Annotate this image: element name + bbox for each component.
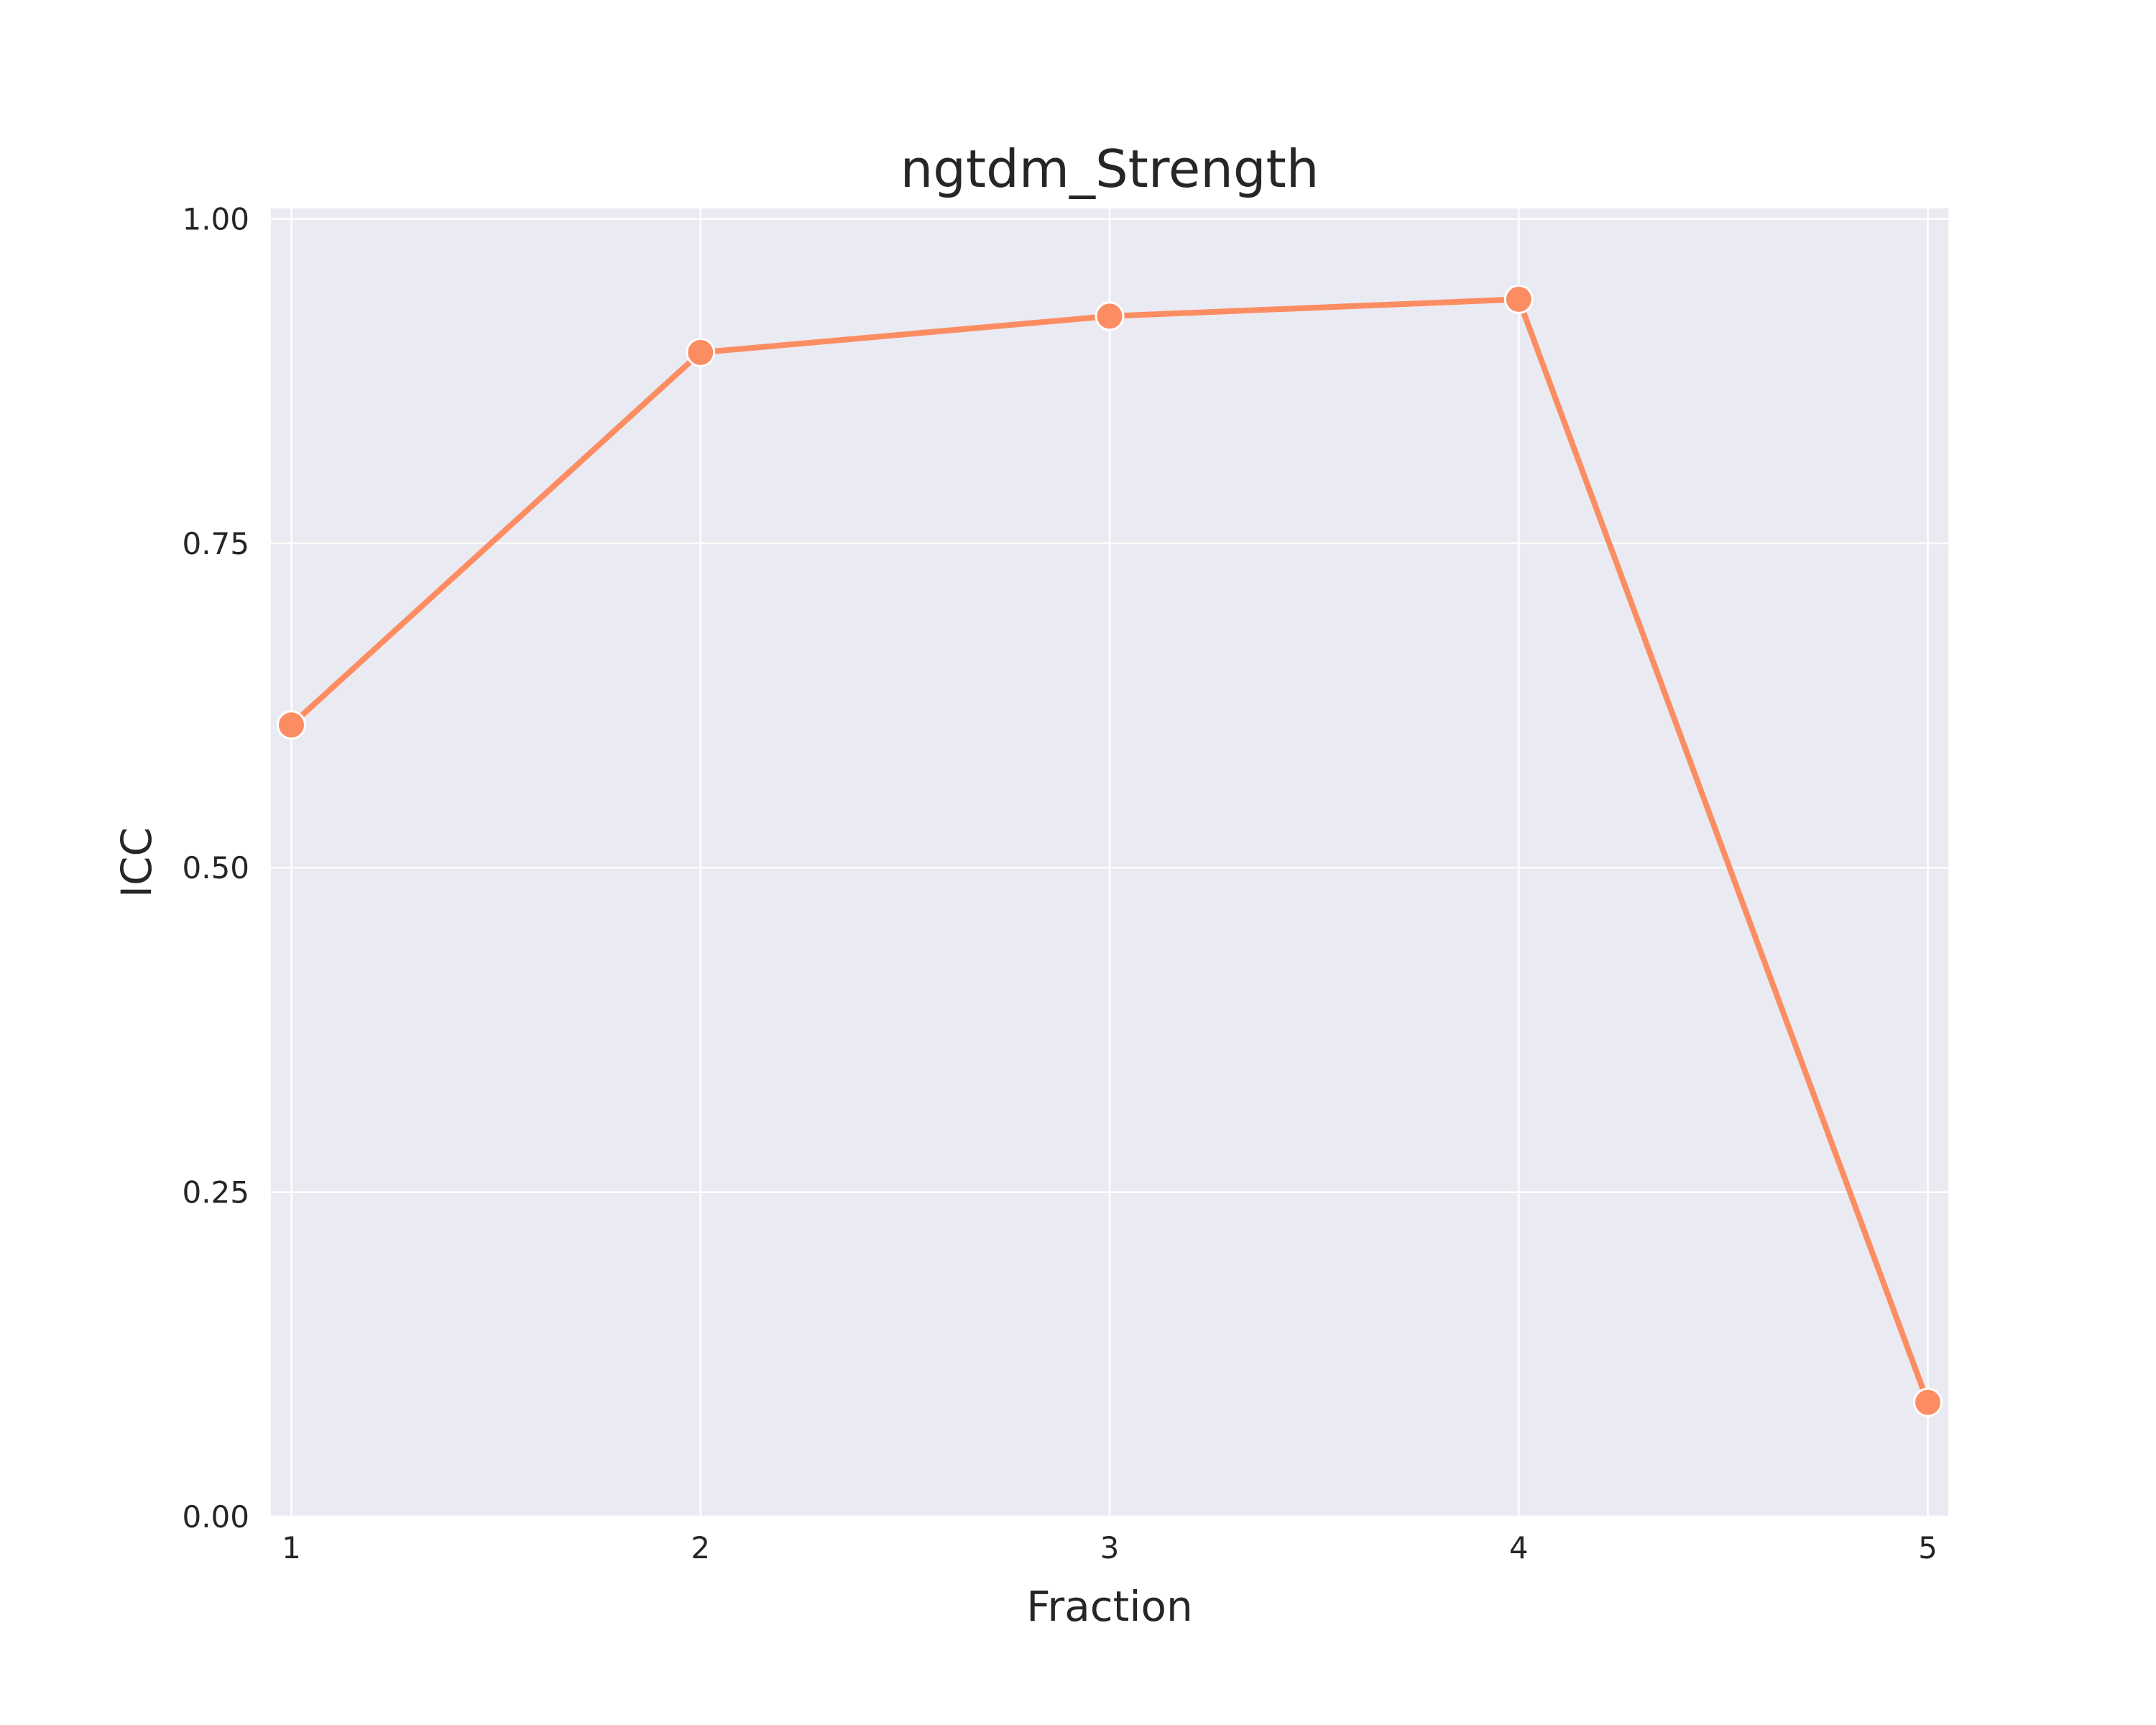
y-tick-label: 0.25 [182,1175,249,1210]
data-point-1 [276,710,306,740]
x-tick-label: 1 [282,1530,301,1565]
y-tick-label: 1.00 [182,201,249,236]
x-tick-label: 3 [1100,1530,1120,1565]
y-tick-label: 0.00 [182,1499,249,1535]
data-point-5 [1913,1387,1943,1417]
x-tick-label: 4 [1509,1530,1529,1565]
y-tick-label: 0.75 [182,526,249,561]
y-axis-label: ICC [112,827,161,898]
series-layer [276,284,1943,1417]
data-point-3 [1095,301,1125,331]
grid [271,208,1948,1518]
y-axis-ticks: 0.00 0.25 0.50 0.75 1.00 [182,201,249,1535]
data-point-2 [686,337,716,367]
chart-title: ngtdm_Strength [900,139,1319,199]
data-point-4 [1503,284,1534,314]
x-tick-label: 2 [691,1530,710,1565]
x-tick-label: 5 [1918,1530,1938,1565]
x-axis-label: Fraction [1026,1582,1193,1631]
x-axis-ticks: 1 2 3 4 5 [282,1530,1938,1565]
y-tick-label: 0.50 [182,850,249,886]
